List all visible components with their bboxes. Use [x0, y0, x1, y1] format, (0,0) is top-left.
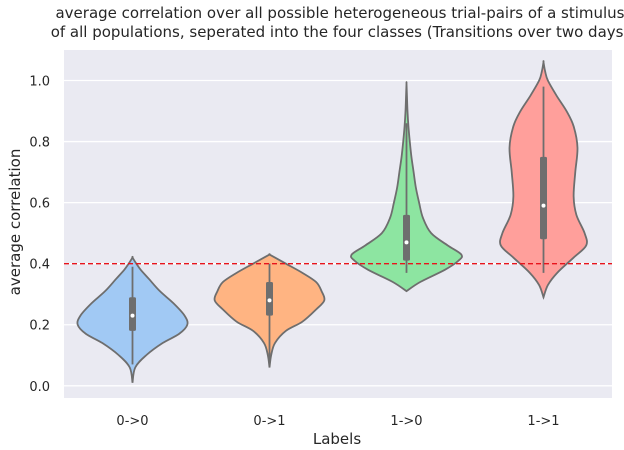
violin-median-1 — [267, 298, 272, 303]
x-tick-label-3: 1->1 — [527, 414, 559, 429]
x-tick-label-2: 1->0 — [390, 414, 422, 429]
y-tick-label-1: 0.2 — [29, 319, 50, 334]
violin-iqr-box-3 — [540, 156, 547, 240]
x-tick-label-1: 0->1 — [253, 414, 285, 429]
x-axis-label: Labels — [313, 430, 361, 448]
chart-title-line-2: of all populations, seperated into the f… — [51, 23, 624, 41]
violin-iqr-box-2 — [403, 214, 410, 261]
y-tick-label-4: 0.8 — [29, 136, 50, 151]
violin-median-2 — [404, 240, 409, 245]
chart-title-line-1: average correlation over all possible he… — [55, 4, 624, 22]
y-tick-label-5: 1.0 — [29, 75, 50, 90]
violins — [76, 60, 588, 383]
y-tick-label-3: 0.6 — [29, 197, 50, 212]
y-tick-label-2: 0.4 — [29, 258, 50, 273]
x-tick-label-0: 0->0 — [116, 414, 148, 429]
violin-median-0 — [130, 313, 135, 318]
violin-median-3 — [541, 203, 546, 208]
y-tick-labels: 0.0 0.2 0.4 0.6 0.8 1.0 — [29, 75, 50, 395]
x-tick-labels: 0->0 0->1 1->0 1->1 — [116, 414, 559, 429]
y-tick-label-0: 0.0 — [29, 380, 50, 395]
y-axis-label: average correlation — [6, 149, 24, 296]
